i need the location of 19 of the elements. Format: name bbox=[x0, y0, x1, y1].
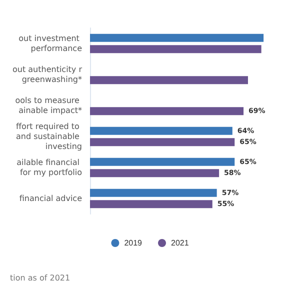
bar bbox=[90, 107, 244, 116]
bar bbox=[90, 138, 235, 146]
bar bbox=[90, 45, 262, 54]
y-tick-label: ailable financial for my portfolio bbox=[16, 158, 82, 177]
text: tion as of 2021 bbox=[10, 274, 70, 282]
y-tick-label: out authenticity r greenwashing* bbox=[12, 65, 83, 84]
bar bbox=[90, 169, 220, 178]
bar bbox=[90, 188, 217, 197]
y-tick-label: financial advice bbox=[19, 194, 82, 203]
y-tick-label: ffort required to and sustainable investing bbox=[16, 122, 82, 151]
y-tick-label: out investment performance bbox=[18, 34, 82, 53]
legend-label: 2021 bbox=[171, 238, 190, 248]
bar bbox=[90, 126, 232, 135]
bar bbox=[90, 34, 264, 42]
legend-label: 2019 bbox=[124, 238, 143, 248]
bar bbox=[90, 76, 248, 84]
bar bbox=[90, 158, 235, 166]
bar bbox=[90, 200, 212, 208]
y-tick-label: ools to measure ainable impact* bbox=[15, 96, 82, 115]
